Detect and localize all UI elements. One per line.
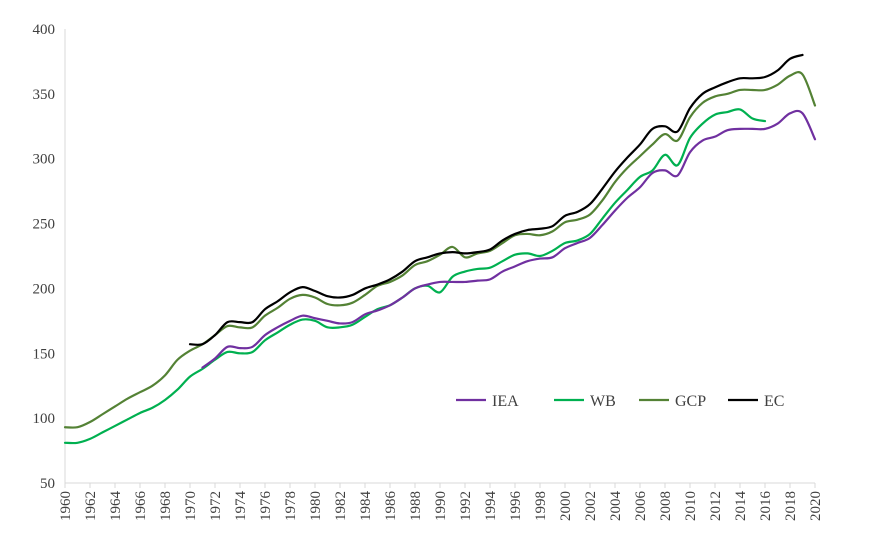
series-line-gcp <box>63 71 817 429</box>
x-tick-label: 1992 <box>458 491 474 521</box>
x-tick-label: 2002 <box>583 491 599 521</box>
y-tick-label: 400 <box>33 22 56 38</box>
x-tick-label: 2004 <box>608 491 624 522</box>
y-tick-label: 250 <box>33 217 56 233</box>
x-tick-label: 1986 <box>383 491 399 522</box>
x-tick-label: 1998 <box>533 491 549 521</box>
x-tick-label: 2008 <box>658 491 674 521</box>
legend-label-gcp: GCP <box>675 393 706 410</box>
x-tick-label: 2018 <box>783 491 799 521</box>
x-tick-label: 1988 <box>408 491 424 521</box>
series-line-wb <box>63 108 767 445</box>
x-tick-label: 2016 <box>758 491 774 522</box>
x-tick-label: 1994 <box>483 491 499 522</box>
x-tick-label: 1962 <box>83 491 99 521</box>
x-tick-label: 2014 <box>733 491 749 522</box>
x-tick-label: 1996 <box>508 491 524 522</box>
y-tick-label: 150 <box>33 346 56 362</box>
x-tick-label: 2012 <box>708 491 724 521</box>
x-tick-label: 1966 <box>133 491 149 522</box>
y-tick-label: 350 <box>33 87 56 103</box>
x-tick-label: 2020 <box>808 491 824 521</box>
x-tick-label: 2006 <box>633 491 649 522</box>
x-tick-label: 1974 <box>233 491 249 522</box>
y-tick-label: 50 <box>40 476 55 492</box>
axes: 50 100 150 200 250 300 350 400 1960 1962 1964 1966 1… <box>33 22 825 521</box>
y-tick-label: 200 <box>33 281 56 297</box>
x-tick-label: 1972 <box>208 491 224 521</box>
x-tick-label: 1970 <box>183 491 199 521</box>
x-tick-label: 1978 <box>283 491 299 521</box>
legend: IEA WB GCP EC <box>456 393 784 410</box>
legend-label-ec: EC <box>764 393 784 410</box>
x-tick-label: 2010 <box>683 491 699 521</box>
legend-label-iea: IEA <box>492 393 519 410</box>
x-tick-label: 1982 <box>333 491 349 521</box>
series-line-ec <box>188 53 804 346</box>
legend-label-wb: WB <box>590 393 616 410</box>
series-line-iea <box>201 109 817 369</box>
x-tick-label: 1960 <box>58 491 74 521</box>
x-tick-label: 1980 <box>308 491 324 521</box>
x-tick-label: 1984 <box>358 491 374 522</box>
y-tick-label: 300 <box>33 152 56 168</box>
x-tick-label: 2000 <box>558 491 574 521</box>
series-lines <box>63 53 817 445</box>
x-tick-label: 1990 <box>433 491 449 521</box>
x-tick-label: 1968 <box>158 491 174 521</box>
x-tick-label: 1976 <box>258 491 274 522</box>
y-tick-label: 100 <box>33 411 56 427</box>
x-tick-label: 1964 <box>108 491 124 522</box>
